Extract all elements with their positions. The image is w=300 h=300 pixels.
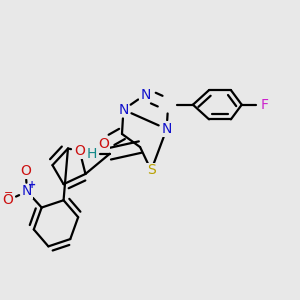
Text: O: O [74, 144, 85, 158]
Text: N: N [118, 103, 129, 117]
Text: H: H [87, 147, 98, 161]
Text: F: F [260, 98, 268, 112]
Text: N: N [161, 122, 172, 136]
Text: O: O [98, 137, 109, 151]
Text: N: N [22, 184, 32, 199]
Text: −: − [3, 188, 13, 198]
Text: N: N [140, 88, 151, 101]
Text: S: S [147, 164, 156, 177]
Text: O: O [3, 193, 13, 207]
Text: +: + [28, 180, 36, 190]
Text: O: O [20, 164, 31, 178]
